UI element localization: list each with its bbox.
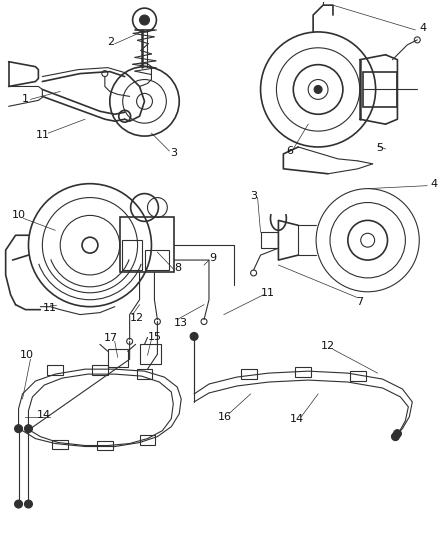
Text: 14: 14 xyxy=(37,410,51,420)
Bar xyxy=(241,369,257,379)
Circle shape xyxy=(25,500,32,508)
Text: 9: 9 xyxy=(209,253,216,263)
Circle shape xyxy=(393,430,401,438)
Circle shape xyxy=(314,85,322,93)
Circle shape xyxy=(190,333,198,341)
Text: 11: 11 xyxy=(261,288,275,298)
Text: 3: 3 xyxy=(250,191,257,200)
Bar xyxy=(47,365,63,375)
Bar xyxy=(52,440,68,449)
Text: 2: 2 xyxy=(107,37,114,47)
Text: 10: 10 xyxy=(19,350,33,360)
Text: 16: 16 xyxy=(218,412,232,422)
Circle shape xyxy=(25,425,32,433)
Circle shape xyxy=(14,500,22,508)
Text: 11: 11 xyxy=(43,303,57,313)
Bar xyxy=(295,367,311,377)
Text: 17: 17 xyxy=(104,334,118,343)
Bar xyxy=(108,349,127,367)
Text: 5: 5 xyxy=(376,143,383,153)
Text: 4: 4 xyxy=(430,179,437,189)
Text: 12: 12 xyxy=(321,341,335,351)
Text: 1: 1 xyxy=(22,94,29,104)
Bar xyxy=(122,240,141,270)
Text: 3: 3 xyxy=(170,148,177,158)
Bar xyxy=(97,441,113,450)
Text: 6: 6 xyxy=(286,146,293,156)
Text: 4: 4 xyxy=(419,23,426,33)
Circle shape xyxy=(14,425,22,433)
Circle shape xyxy=(392,433,399,441)
Bar xyxy=(350,371,366,381)
Text: 12: 12 xyxy=(130,312,144,322)
Text: 15: 15 xyxy=(148,333,162,342)
Bar xyxy=(145,250,170,270)
Bar xyxy=(140,344,161,364)
Text: 11: 11 xyxy=(35,130,49,140)
Text: 8: 8 xyxy=(175,263,182,273)
Circle shape xyxy=(140,15,149,25)
Text: 7: 7 xyxy=(356,297,363,306)
Bar xyxy=(92,365,108,375)
Text: 13: 13 xyxy=(174,318,188,328)
Text: 14: 14 xyxy=(290,414,304,424)
Bar xyxy=(363,71,397,107)
Bar xyxy=(120,217,174,272)
Bar xyxy=(137,369,152,379)
Text: 10: 10 xyxy=(11,211,25,221)
Bar xyxy=(140,434,155,445)
